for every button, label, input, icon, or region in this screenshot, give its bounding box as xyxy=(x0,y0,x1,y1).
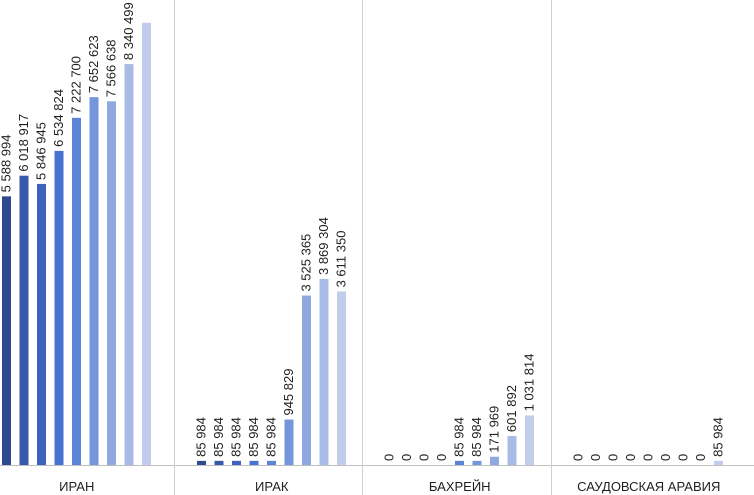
bar xyxy=(197,460,206,465)
bar xyxy=(455,460,464,465)
data-label: 85 984 xyxy=(452,417,467,457)
data-label: 0 xyxy=(676,454,691,461)
data-label: 1 031 814 xyxy=(522,354,537,412)
data-label: 8 340 499 xyxy=(121,2,136,60)
bar xyxy=(337,291,346,465)
data-label: 85 984 xyxy=(229,417,244,457)
data-label: 85 984 xyxy=(246,417,261,457)
data-label: 85 984 xyxy=(211,417,226,457)
data-label: 3 611 350 xyxy=(334,231,349,288)
bar xyxy=(267,460,276,465)
bar xyxy=(302,295,311,465)
data-label: 0 xyxy=(658,454,673,461)
bar xyxy=(124,64,134,466)
data-label: 0 xyxy=(641,454,656,461)
data-label: 3 869 304 xyxy=(316,217,331,275)
bar xyxy=(472,460,482,465)
bar xyxy=(142,22,151,465)
bar xyxy=(714,460,723,465)
data-label: 85 984 xyxy=(711,417,726,457)
data-label: 0 xyxy=(588,454,603,461)
data-label: 7 222 700 xyxy=(69,56,84,114)
data-label: 7 652 623 xyxy=(86,35,101,93)
data-label: 6 018 917 xyxy=(16,114,31,172)
bar xyxy=(232,460,241,465)
data-label: 85 984 xyxy=(264,417,279,457)
data-label: 171 969 xyxy=(487,406,502,453)
bar xyxy=(2,196,11,465)
data-label: 6 534 824 xyxy=(51,89,66,147)
data-label: 85 984 xyxy=(469,417,484,457)
bar xyxy=(89,97,99,465)
bar xyxy=(214,460,224,465)
bar xyxy=(19,175,29,465)
data-label: 0 xyxy=(623,454,638,461)
data-label: 3 525 365 xyxy=(299,234,314,292)
category-label: ИРАК xyxy=(255,479,289,494)
data-label: 0 xyxy=(434,454,449,461)
bar xyxy=(319,279,329,465)
bar xyxy=(249,460,259,465)
data-label: 5 588 994 xyxy=(0,135,14,193)
bar xyxy=(37,183,46,466)
bar xyxy=(525,415,534,465)
data-label: 5 846 945 xyxy=(34,122,49,180)
data-label: 0 xyxy=(693,454,708,461)
category-label: ИРАН xyxy=(59,479,94,494)
bar xyxy=(507,436,517,465)
bar xyxy=(490,456,499,465)
data-label: 0 xyxy=(571,454,586,461)
data-label: 601 892 xyxy=(504,385,519,432)
data-label: 0 xyxy=(606,454,621,461)
data-label: 0 xyxy=(399,454,414,461)
category-label: БАХРЕЙН xyxy=(429,479,491,494)
data-label: 85 984 xyxy=(194,417,209,457)
bar xyxy=(284,419,294,465)
data-label: 7 566 638 xyxy=(104,39,119,97)
data-label: 945 829 xyxy=(281,369,296,416)
bar xyxy=(107,101,116,466)
bar xyxy=(54,150,64,466)
data-label: 0 xyxy=(382,454,397,461)
category-label: САУДОВСКАЯ АРАВИЯ xyxy=(577,479,720,494)
bar xyxy=(72,117,81,465)
data-label: 0 xyxy=(417,454,432,461)
